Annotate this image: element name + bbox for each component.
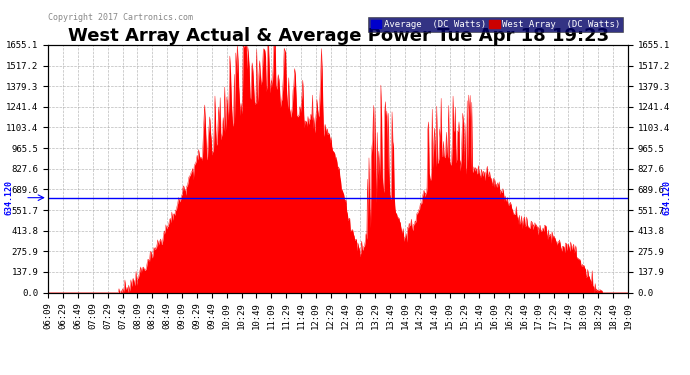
Text: 634.120: 634.120 [662, 180, 671, 215]
Legend: Average  (DC Watts), West Array  (DC Watts): Average (DC Watts), West Array (DC Watts… [368, 17, 623, 32]
Text: Copyright 2017 Cartronics.com: Copyright 2017 Cartronics.com [48, 13, 193, 22]
Title: West Array Actual & Average Power Tue Apr 18 19:23: West Array Actual & Average Power Tue Ap… [68, 27, 609, 45]
Text: 634.120: 634.120 [5, 180, 14, 215]
